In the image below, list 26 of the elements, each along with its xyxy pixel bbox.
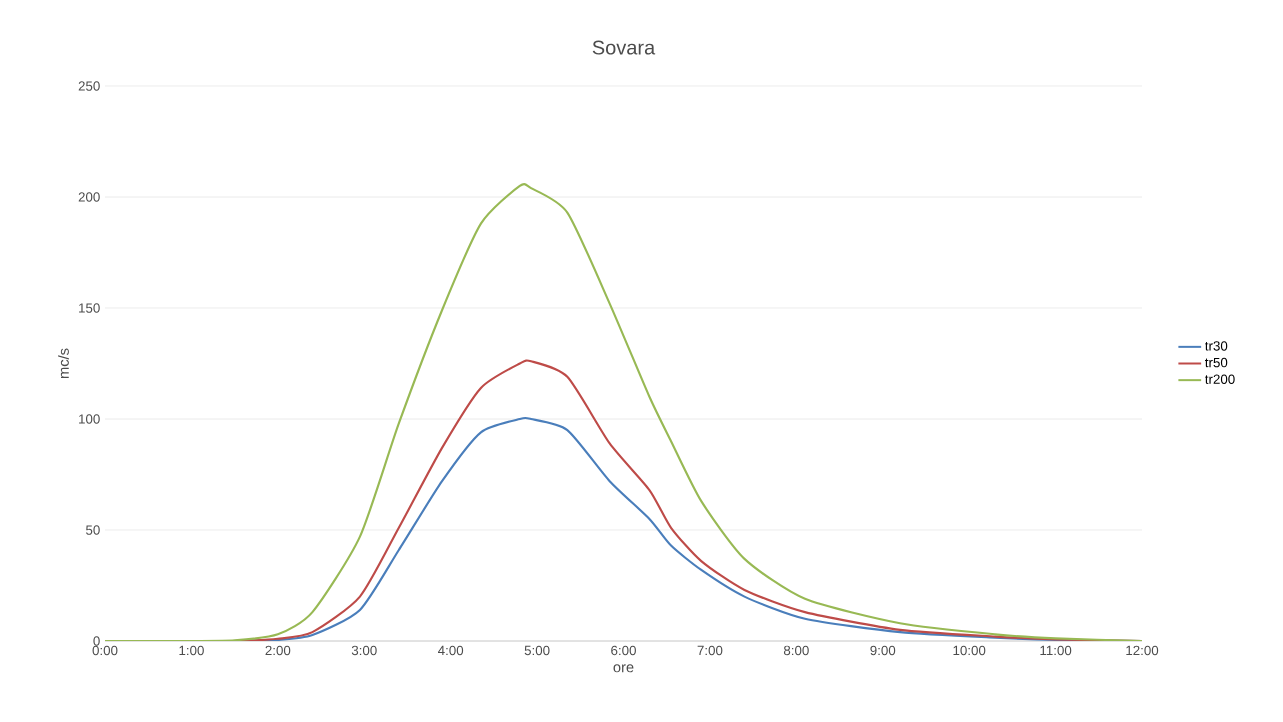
y-tick-label: 100 (79, 414, 100, 424)
legend-label: tr30 (1205, 341, 1228, 351)
y-tick-label: 0 (93, 636, 100, 646)
x-tick-label: 11:00 (1040, 645, 1072, 656)
x-tick-label: 2:00 (265, 645, 291, 656)
legend-label: tr200 (1205, 374, 1235, 384)
x-tick-label: 12:00 (1126, 645, 1159, 656)
x-tick-label: 3:00 (351, 645, 377, 656)
x-tick-label: 8:00 (783, 645, 809, 656)
x-tick-label: 9:00 (870, 645, 896, 656)
x-tick-label: 1:00 (179, 645, 204, 656)
y-tick-label: 150 (79, 303, 100, 313)
legend-label: tr50 (1205, 357, 1228, 368)
x-tick-label: 6:00 (611, 645, 636, 656)
x-axis-title: ore (613, 664, 634, 673)
y-tick-label: 250 (78, 81, 100, 91)
y-axis-title: mc/s (58, 348, 69, 378)
x-tick-label: 4:00 (438, 645, 464, 656)
line-series (105, 184, 1143, 641)
x-tick-label: 5:00 (524, 645, 550, 656)
y-tick-label: 200 (78, 192, 100, 202)
x-tick-label: 7:00 (697, 645, 723, 656)
y-tick-label: 50 (86, 525, 100, 535)
x-tick-label: 10:00 (953, 645, 986, 656)
chart-title: Sovara (592, 40, 656, 55)
x-tick-label: 0:00 (92, 645, 118, 656)
